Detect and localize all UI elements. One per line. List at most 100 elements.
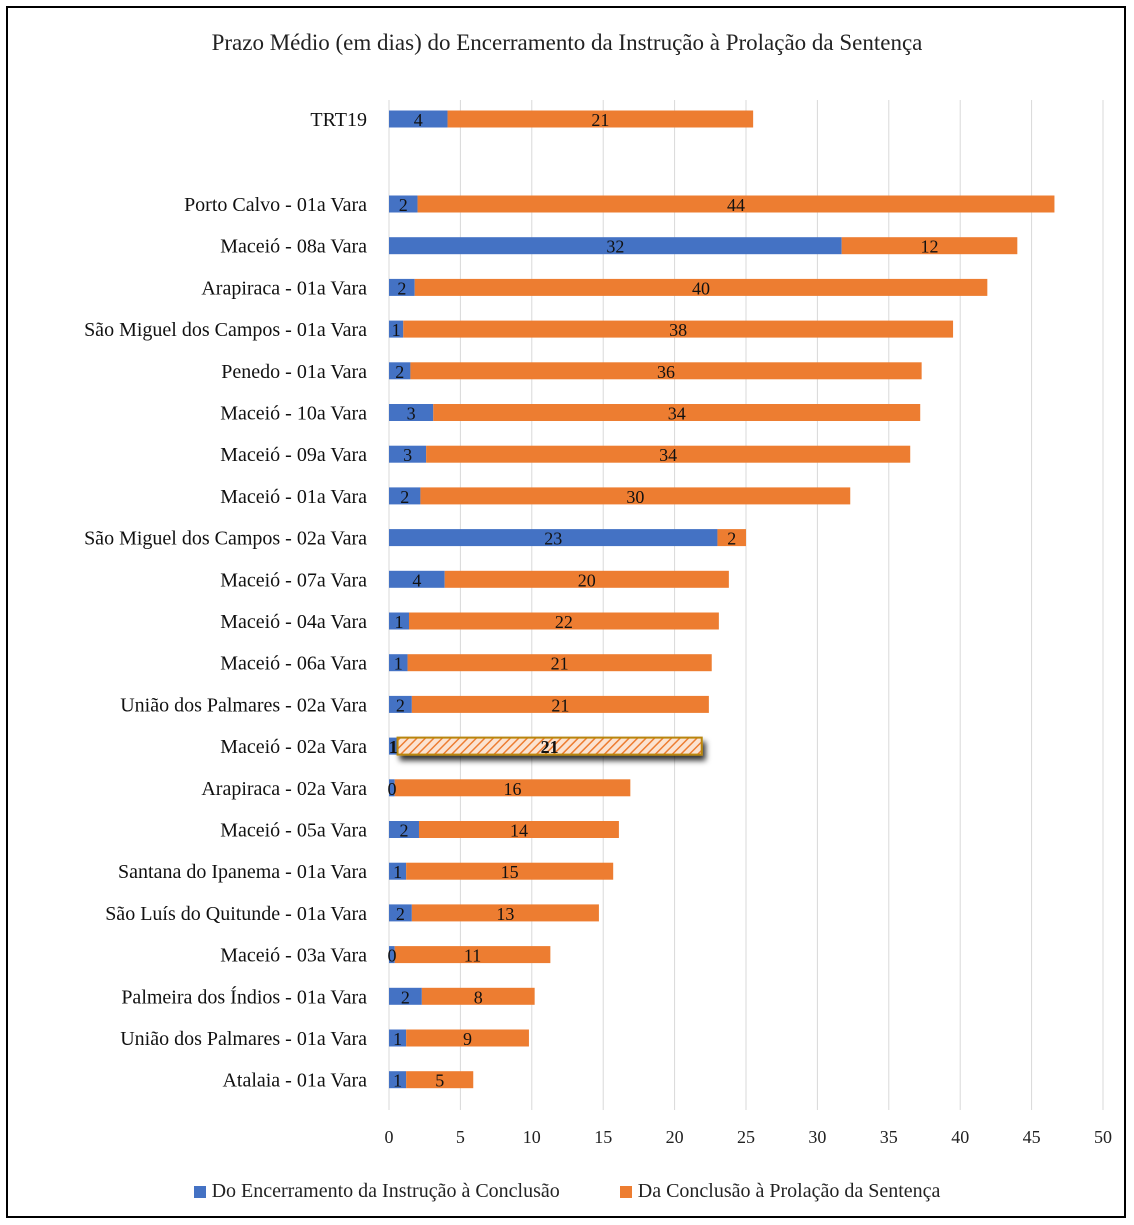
category-label: Maceió - 06a Vara (220, 653, 367, 675)
category-labels: TRT19 Porto Calvo - 01a Vara Maceió - 08a … (84, 109, 367, 1092)
data-label-encerramento: 1 (393, 862, 402, 882)
legend-swatch-orange (619, 1185, 632, 1198)
bar-segment-conclusao (426, 445, 911, 463)
category-label: São Luís do Quitunde - 01a Vara (105, 903, 367, 925)
category-label: Maceió - 05a Vara (220, 820, 367, 842)
bar-segment-encerramento (389, 1029, 407, 1047)
legend-label-series-2: Da Conclusão à Prolação da Sentença (637, 1180, 941, 1202)
data-label-encerramento: 1 (393, 1029, 402, 1049)
data-label-conclusao: 21 (551, 695, 569, 715)
bar-segment-conclusao (410, 362, 922, 380)
data-label-conclusao: 34 (659, 445, 677, 465)
category-label: TRT19 (310, 109, 367, 131)
legend-item-series-1: Do Encerramento da Instrução à Conclusão (193, 1180, 560, 1203)
data-label-encerramento: 4 (412, 570, 421, 590)
category-label: Maceió - 02a Vara (220, 736, 367, 758)
category-label: Santana do Ipanema - 01a Vara (118, 861, 367, 883)
bar-segment-conclusao (420, 487, 851, 505)
bar-segment-encerramento (389, 445, 427, 463)
data-label-encerramento: 2 (401, 987, 410, 1007)
data-label-conclusao: 40 (692, 278, 710, 298)
bar-segment-encerramento (389, 404, 434, 421)
legend: Do Encerramento da Instrução à Conclusão… (0, 1180, 1134, 1203)
x-tick-label: 45 (1023, 1127, 1041, 1147)
category-label: Maceió - 08a Vara (220, 236, 367, 258)
category-label: Maceió - 01a Vara (220, 486, 367, 508)
category-label: Arapiraca - 02a Vara (201, 778, 367, 800)
bar-segment-encerramento (389, 1071, 407, 1089)
category-label: Palmeira dos Índios - 01a Vara (121, 985, 367, 1008)
grid-lines (388, 100, 1104, 1110)
data-label-encerramento: 1 (394, 654, 403, 674)
data-label-conclusao: 21 (551, 654, 569, 674)
category-label: União dos Palmares - 02a Vara (120, 694, 367, 716)
data-label-encerramento: 2 (395, 362, 404, 382)
data-label-encerramento: 1 (393, 1071, 402, 1091)
data-label-encerramento: 0 (388, 779, 397, 799)
data-label-encerramento: 2 (396, 904, 405, 924)
bar-segment-conclusao (408, 612, 719, 630)
bar-segment-conclusao (396, 736, 703, 756)
data-label-conclusao: 11 (464, 946, 481, 966)
bar-segment-conclusao (403, 320, 954, 338)
bar-segment-conclusao (406, 1029, 529, 1047)
legend-item-series-2: Da Conclusão à Prolação da Sentença (619, 1180, 941, 1203)
data-label-conclusao: 9 (463, 1029, 472, 1049)
x-tick-label: 35 (880, 1127, 898, 1147)
bar-segment-conclusao (406, 862, 614, 880)
x-tick-label: 5 (456, 1127, 465, 1147)
bar-segment-encerramento (389, 862, 407, 880)
x-tick-label: 50 (1094, 1127, 1112, 1147)
data-label-conclusao: 5 (435, 1071, 444, 1091)
data-label-encerramento: 2 (400, 487, 409, 507)
bar-segment-encerramento (389, 362, 411, 380)
bar-segment-conclusao (411, 695, 709, 713)
bars (389, 110, 1055, 1089)
bar-segment-conclusao (841, 237, 1018, 255)
bar-segment-conclusao (717, 529, 746, 547)
bar-segment-encerramento (389, 779, 395, 797)
bar-segment-encerramento (389, 654, 408, 672)
data-label-conclusao: 12 (920, 237, 938, 257)
category-label: Arapiraca - 01a Vara (201, 277, 367, 299)
bar-segment-conclusao (433, 404, 921, 421)
bar-segment-encerramento (389, 904, 412, 922)
bar-segment-conclusao (421, 987, 535, 1005)
bar-segment-encerramento (389, 987, 422, 1005)
data-label-conclusao: 34 (668, 404, 686, 424)
bar-segment-encerramento (389, 195, 418, 213)
data-label-conclusao: 13 (496, 904, 514, 924)
bar-segment-encerramento (389, 695, 412, 713)
chart-title: Prazo Médio (em dias) do Encerramento da… (211, 30, 923, 55)
bar-segment-encerramento (389, 110, 448, 128)
data-label-conclusao: 8 (474, 987, 483, 1007)
data-label-conclusao: 21 (591, 110, 609, 130)
data-label-conclusao: 38 (669, 320, 687, 340)
category-label: Maceió - 03a Vara (220, 945, 367, 967)
bar-segment-conclusao (406, 1071, 474, 1089)
category-label: Maceió - 04a Vara (220, 611, 367, 633)
data-label-encerramento: 4 (414, 110, 423, 130)
data-label-encerramento: 1 (394, 612, 403, 632)
data-label-encerramento: 2 (397, 278, 406, 298)
data-label-encerramento: 2 (399, 821, 408, 841)
category-label: Atalaia - 01a Vara (222, 1070, 367, 1092)
x-axis-ticks: 0 5 10 15 20 25 30 35 40 45 50 (385, 1127, 1113, 1147)
bar-segment-encerramento (389, 612, 409, 630)
bar-segment-conclusao (411, 904, 599, 922)
bar-segment-encerramento (389, 487, 421, 505)
bar-segment-encerramento (389, 737, 398, 755)
bar-segment-encerramento (389, 946, 395, 964)
category-label: Maceió - 10a Vara (220, 403, 367, 425)
bar-segment-encerramento (389, 278, 415, 296)
category-label: Maceió - 09a Vara (220, 444, 367, 466)
x-tick-label: 10 (523, 1127, 541, 1147)
bar-segment-conclusao (418, 821, 619, 838)
data-label-encerramento: 23 (544, 529, 562, 549)
bar-segment-conclusao (394, 779, 631, 797)
bar-segment-encerramento (389, 570, 445, 588)
x-tick-label: 20 (666, 1127, 684, 1147)
category-label: São Miguel dos Campos - 02a Vara (84, 528, 367, 550)
category-label: São Miguel dos Campos - 01a Vara (84, 319, 367, 341)
